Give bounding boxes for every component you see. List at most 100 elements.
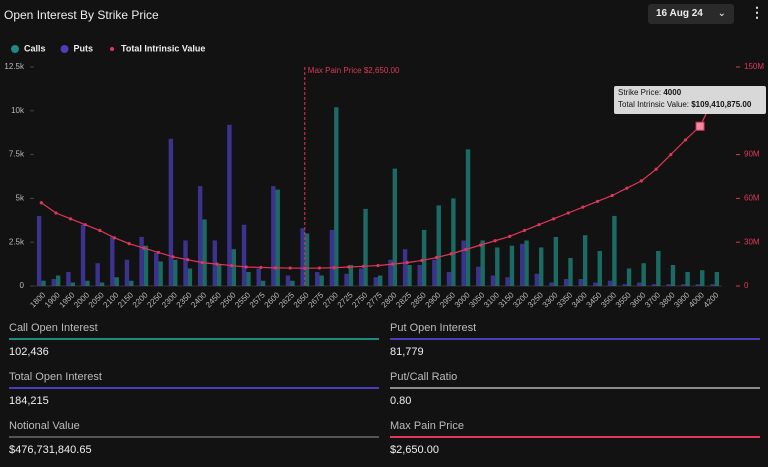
legend-marker xyxy=(110,47,115,51)
menu[interactable]: ⋮ xyxy=(750,4,764,20)
bar xyxy=(158,261,163,286)
bar xyxy=(202,219,207,286)
point xyxy=(259,265,263,270)
point xyxy=(332,266,336,270)
bar xyxy=(461,240,466,286)
x-tick-label: 2825 xyxy=(394,290,413,309)
stat-label: Total Open Interest xyxy=(9,371,102,383)
bar xyxy=(227,124,232,286)
stat: Put/Call Ratio 0.80 xyxy=(390,371,760,407)
max-pain-label: Max Pain Price $2,650.00 xyxy=(308,66,400,75)
bar xyxy=(495,247,500,286)
bar xyxy=(348,264,354,286)
stat-value: 81,779 xyxy=(390,346,424,358)
x-tick-label: 2950 xyxy=(438,290,457,309)
point xyxy=(683,138,688,142)
y-tick-label: 0 xyxy=(20,281,25,290)
x-tick-label: 1900 xyxy=(43,290,62,309)
tooltip-box xyxy=(614,86,766,114)
stat-value: 184,215 xyxy=(9,395,49,407)
point xyxy=(493,239,497,243)
bar xyxy=(524,240,529,286)
bar xyxy=(80,224,86,286)
bar xyxy=(129,280,134,286)
bar xyxy=(95,263,100,286)
bar xyxy=(36,215,42,286)
x-tick-label: 2625 xyxy=(277,290,296,309)
point xyxy=(376,263,380,268)
bar xyxy=(539,247,544,286)
bar xyxy=(334,107,339,287)
x-tick-label: 2300 xyxy=(160,290,179,309)
bar xyxy=(553,236,559,286)
x-tick-label: 4200 xyxy=(702,290,721,309)
point xyxy=(347,265,351,269)
x-tick-label: 4000 xyxy=(687,290,706,309)
y2-tick-label: 0 xyxy=(744,281,749,290)
bar xyxy=(714,271,720,286)
x-tick-label: 3050 xyxy=(467,290,486,309)
bar xyxy=(187,268,193,286)
legend-marker xyxy=(60,45,69,53)
x-tick-label: 3500 xyxy=(599,290,618,309)
stat-underline xyxy=(9,387,379,389)
bar xyxy=(641,263,646,286)
x-tick-label: 2650 xyxy=(292,290,311,309)
stat-underline xyxy=(390,338,760,340)
x-tick-label: 2550 xyxy=(233,290,252,309)
bar xyxy=(231,249,237,286)
bar xyxy=(124,259,130,286)
bar xyxy=(319,275,324,286)
legend-marker xyxy=(11,45,19,53)
bar xyxy=(315,271,320,286)
point xyxy=(317,266,322,270)
bar xyxy=(480,240,485,286)
bar xyxy=(626,268,632,286)
stat: Notional Value $476,731,840.65 xyxy=(9,420,379,456)
point xyxy=(244,265,248,269)
x-tick-label: 2600 xyxy=(262,290,281,309)
point xyxy=(68,217,73,221)
point xyxy=(566,211,570,215)
stat: Put Open Interest 81,779 xyxy=(390,322,760,358)
legend-label: Total Intrinsic Value xyxy=(121,43,205,53)
bar xyxy=(66,271,71,286)
bar xyxy=(256,268,261,286)
x-tick-label: 3100 xyxy=(482,290,501,309)
bar xyxy=(329,229,335,286)
x-tick-label: 2450 xyxy=(204,290,223,309)
bar xyxy=(300,228,305,286)
stat-label: Put/Call Ratio xyxy=(390,371,458,383)
x-tick-label: 2900 xyxy=(424,290,443,309)
bar xyxy=(685,271,690,286)
tooltip-text: 4000 xyxy=(663,88,681,97)
x-tick-label: 2800 xyxy=(380,290,399,309)
bar xyxy=(85,280,90,286)
y-tick-label: 5k xyxy=(16,194,25,203)
point xyxy=(478,243,483,247)
date-select[interactable]: 16 Aug 24 ⌄ xyxy=(648,4,734,24)
bar xyxy=(593,282,598,286)
bar xyxy=(578,278,583,286)
x-tick-label: 2250 xyxy=(145,290,164,309)
x-tick-label: 3700 xyxy=(643,290,662,309)
point xyxy=(83,223,87,227)
bar xyxy=(509,245,515,286)
x-tick-label: 2500 xyxy=(219,290,238,309)
bar xyxy=(110,236,115,286)
bar xyxy=(637,282,642,286)
x-tick-label: 2700 xyxy=(321,290,340,309)
bar xyxy=(505,277,510,286)
bar xyxy=(465,149,471,286)
bar xyxy=(99,282,105,286)
point xyxy=(434,255,439,260)
point xyxy=(464,247,468,252)
stat: Max Pain Price $2,650.00 xyxy=(390,420,760,456)
x-tick-label: 2000 xyxy=(72,290,91,309)
x-tick-label: 2050 xyxy=(87,290,106,309)
bar xyxy=(271,186,276,286)
x-tick-label: 3150 xyxy=(497,290,516,309)
stat-label: Notional Value xyxy=(9,420,80,432)
point xyxy=(186,258,190,262)
